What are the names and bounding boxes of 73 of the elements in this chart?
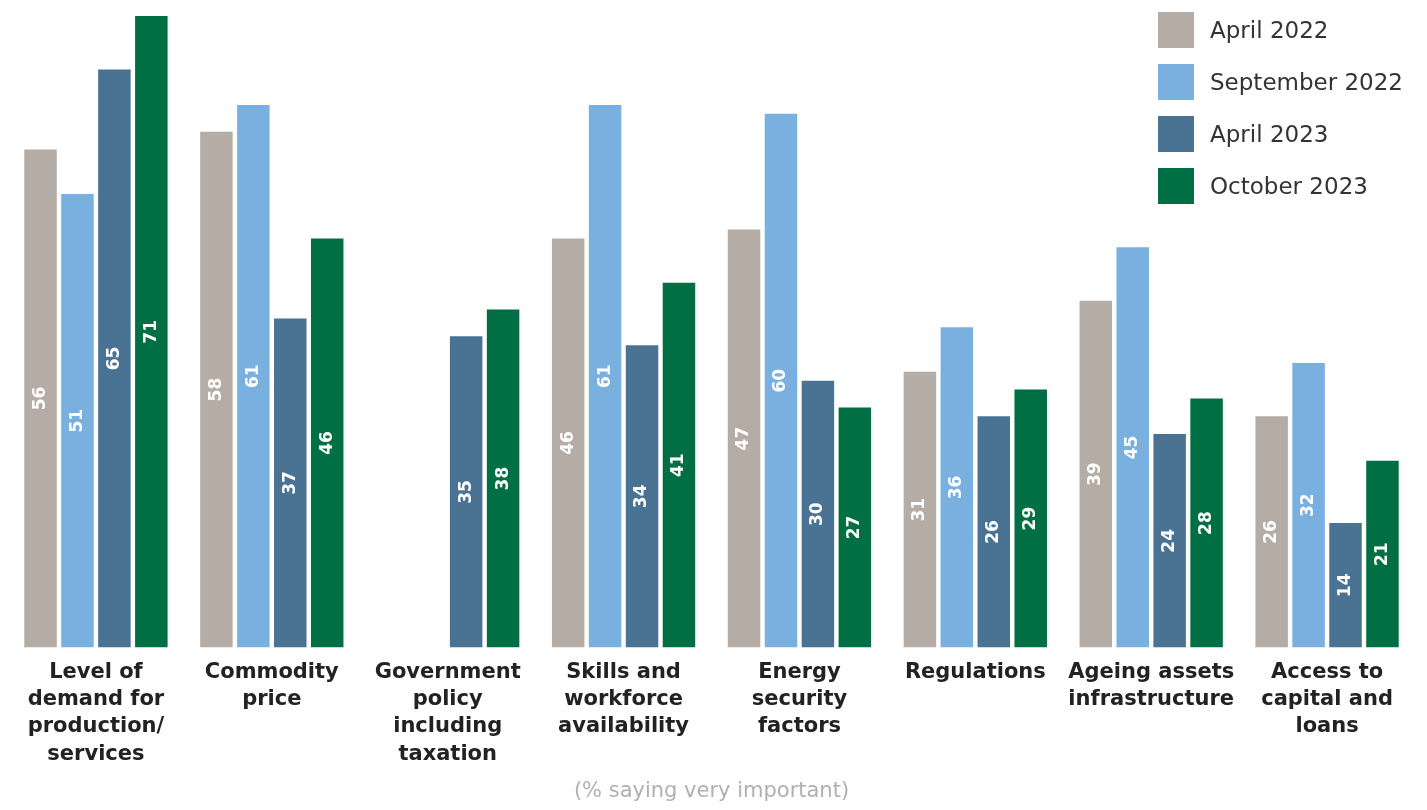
data-label: 47 [732, 426, 753, 451]
data-label: 65 [102, 346, 123, 371]
bar [24, 149, 57, 648]
bar [486, 309, 520, 648]
data-label: 35 [454, 480, 475, 504]
data-label: 28 [1195, 511, 1216, 535]
data-label: 61 [241, 364, 262, 389]
data-label: 14 [1333, 573, 1354, 598]
data-label: 38 [491, 466, 512, 491]
data-label: 30 [806, 502, 827, 526]
bar [1366, 460, 1399, 648]
data-label: 41 [667, 453, 688, 478]
data-label: 26 [1260, 520, 1281, 544]
legend-label: April 2022 [1210, 17, 1329, 43]
x-tick-label: Regulations [904, 658, 1046, 683]
data-label: 34 [630, 484, 651, 509]
bar [764, 113, 798, 648]
x-tick-label: Level of demand for production/ services [27, 658, 165, 765]
x-tick-label: Government policy including taxation [374, 658, 521, 765]
bar [1153, 434, 1186, 648]
data-label: 27 [843, 515, 864, 540]
data-label: 24 [1158, 528, 1179, 553]
legend-label: April 2023 [1210, 121, 1329, 147]
x-tick-label: Commodity price [204, 658, 340, 710]
data-label: 29 [1019, 506, 1040, 531]
bar [237, 104, 270, 648]
data-label: 46 [556, 431, 577, 455]
bar [838, 407, 872, 648]
data-label: 32 [1297, 493, 1318, 518]
data-label: 46 [315, 431, 336, 455]
data-label: 31 [908, 497, 929, 522]
data-label: 58 [204, 377, 225, 402]
bar [1079, 300, 1113, 648]
bar [903, 371, 937, 648]
data-label: 51 [65, 408, 86, 433]
bar [1292, 362, 1325, 648]
bar [801, 380, 835, 648]
bar [61, 193, 94, 648]
bar [310, 238, 344, 648]
bar [662, 282, 696, 648]
x-tick-label: Access to capital and loans [1261, 658, 1393, 738]
bar [1255, 416, 1288, 648]
bar [940, 327, 974, 648]
x-axis-title: (% saying very important) [573, 777, 850, 802]
legend-label: September 2022 [1210, 69, 1403, 95]
x-tick-label: Skills and workforce availability [558, 658, 690, 738]
legend-label: October 2023 [1210, 173, 1368, 199]
bar [588, 104, 622, 648]
data-label: 39 [1084, 462, 1105, 486]
data-label: 45 [1121, 435, 1142, 460]
data-label: 26 [982, 520, 1003, 544]
data-label: 37 [278, 471, 299, 495]
data-label: 36 [945, 475, 966, 500]
bar [135, 16, 168, 648]
x-tick-label: Ageing assets infrastructure [1068, 658, 1235, 710]
bar [1329, 523, 1362, 648]
bar [1116, 247, 1149, 648]
bar [551, 238, 585, 648]
data-label: 60 [769, 368, 790, 393]
bar [449, 336, 483, 648]
data-label: 56 [28, 386, 49, 411]
bar [625, 345, 659, 648]
bar [98, 69, 131, 648]
bar [977, 416, 1011, 648]
bar [200, 131, 233, 648]
x-tick-label: Energy security factors [751, 658, 848, 738]
bar [1190, 398, 1223, 648]
data-label: 71 [139, 319, 160, 344]
bar [1014, 389, 1047, 648]
bar [727, 229, 761, 648]
data-label: 21 [1370, 542, 1391, 567]
data-label: 61 [593, 364, 614, 389]
bar [274, 318, 307, 648]
